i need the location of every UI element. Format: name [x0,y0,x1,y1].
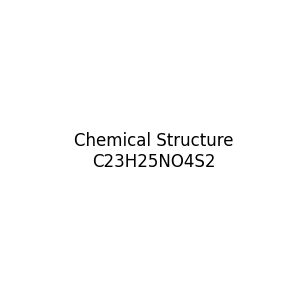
Text: Chemical Structure
C23H25NO4S2: Chemical Structure C23H25NO4S2 [74,132,233,171]
